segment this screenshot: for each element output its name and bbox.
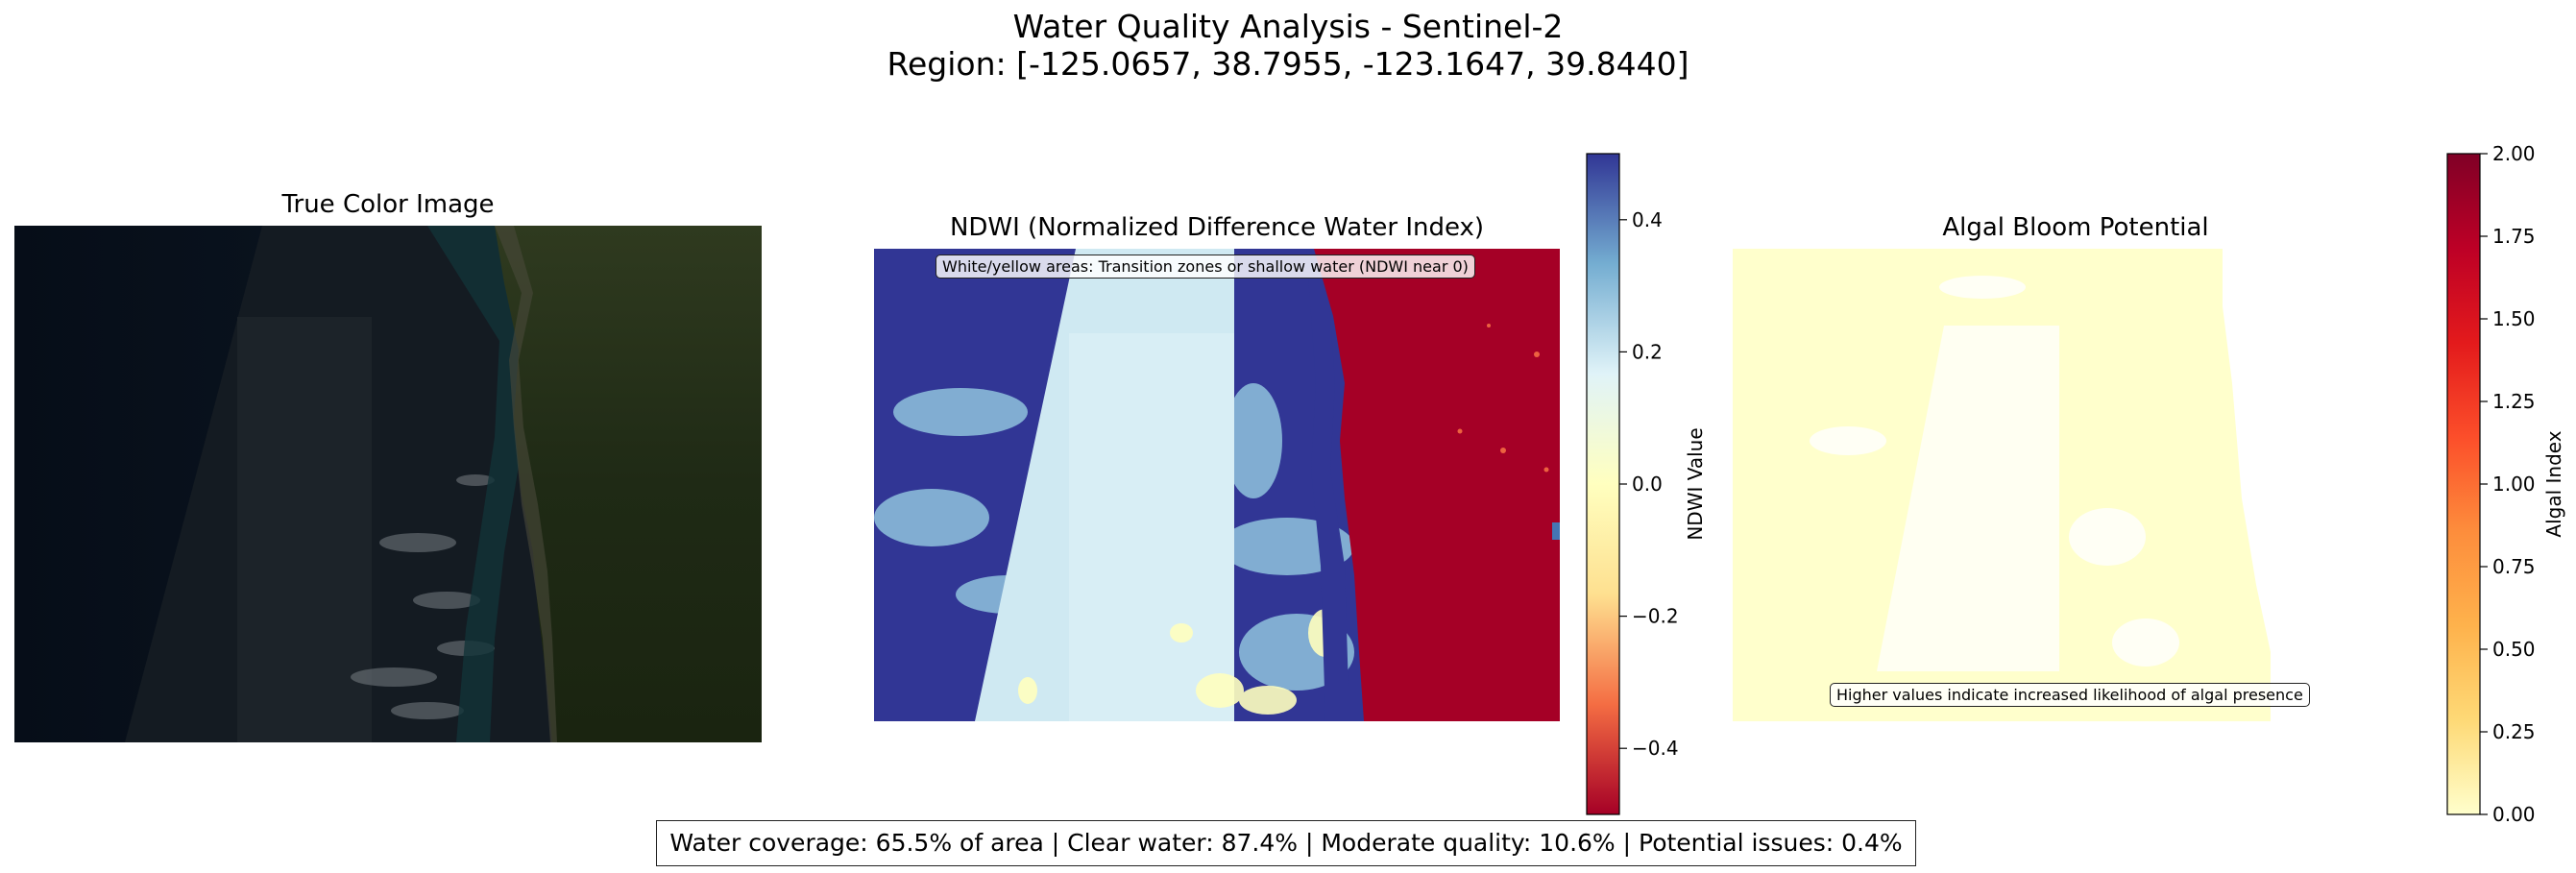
algal-title: Algal Bloom Potential [1942,213,2209,242]
true-color-image [14,226,762,742]
algal-colorbar-tick-label: 0.50 [2492,638,2536,661]
ndwi-map [874,249,1560,721]
water-stats-box: Water coverage: 65.5% of area | Clear wa… [656,820,1916,866]
ndwi-colorbar-label: NDWI Value [1684,427,1707,540]
true-color-title: True Color Image [281,190,495,219]
ndwi-colorbar-tick-label: −0.2 [1632,605,1679,628]
figure-title: Water Quality Analysis - Sentinel-2 [1012,8,1564,45]
algal-colorbar-label: Algal Index [2542,430,2565,537]
algal-colorbar-tick-label: 0.25 [2492,720,2536,743]
algal-colorbar-gradient [2446,153,2481,815]
algal-colorbar-tick-label: 1.00 [2492,473,2536,496]
ndwi-title: NDWI (Normalized Difference Water Index) [949,213,1485,242]
algal-colorbar-tick-label: 1.75 [2492,225,2536,248]
algal-colorbar: 0.00 0.25 0.50 0.75 1.00 1.25 1.50 1.75 2.00 Alg… [2446,142,2565,826]
ndwi-colorbar-tick-label: 0.4 [1632,208,1663,231]
algal-annotation: Higher values indicate increased likelih… [1830,683,2310,707]
ndwi-annotation: White/yellow areas: Transition zones or … [936,255,1475,279]
algal-colorbar-tick-label: 0.00 [2492,803,2536,826]
ndwi-colorbar: −0.4 −0.2 0.0 0.2 0.4 NDWI Value [1586,153,1707,815]
ndwi-colorbar-tick-label: 0.0 [1632,473,1663,496]
algal-colorbar-tick-label: 1.50 [2492,307,2536,330]
figure-region-subtitle: Region: [-125.0657, 38.7955, -123.1647, … [887,45,1689,83]
algal-colorbar-tick-label: 0.75 [2492,555,2536,578]
algal-map [1733,249,2418,721]
algal-colorbar-tick-label: 2.00 [2492,142,2536,165]
algal-colorbar-tick-label: 1.25 [2492,390,2536,413]
ndwi-colorbar-gradient [1586,153,1620,815]
ndwi-colorbar-tick-label: −0.4 [1632,737,1679,760]
ndwi-colorbar-tick-label: 0.2 [1632,340,1663,363]
